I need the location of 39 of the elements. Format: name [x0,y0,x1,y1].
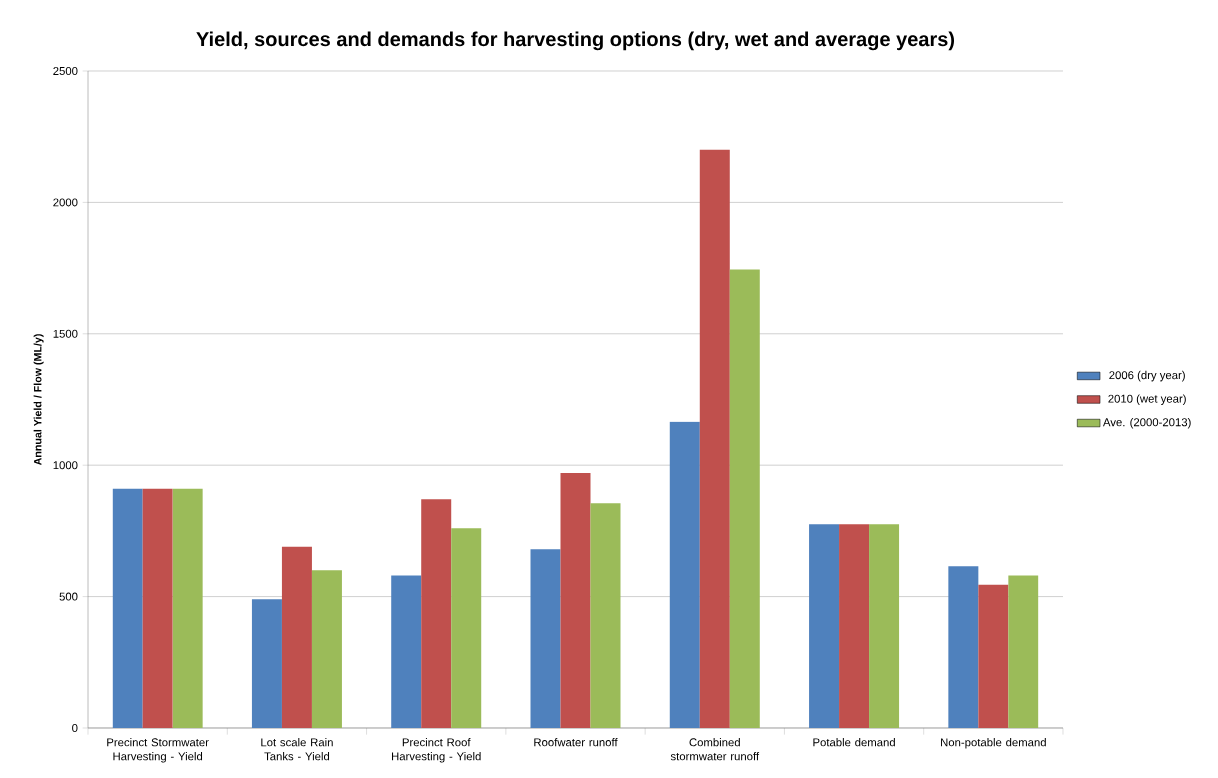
y-tick-label: 2000 [53,198,78,207]
bar [669,421,700,728]
legend-label: Ave. (2000-2013) [1102,417,1191,429]
bar [451,528,482,728]
bar [839,524,870,728]
bar [530,549,561,728]
bar [421,499,452,728]
bar [590,503,621,728]
bar [729,269,760,728]
y-tick-label: 0 [72,723,78,732]
x-tick-label: Combined stormwater runoff [670,738,760,761]
bar [948,566,979,728]
bar [978,584,1009,728]
bar [869,524,900,728]
bar [172,488,203,728]
bar [809,524,840,728]
x-tick-label: Precinct Stormwater Harvesting - Yield [107,738,209,763]
x-tick-label: Potable demand [813,738,895,747]
bar [142,488,173,728]
bar [699,149,730,728]
x-tick-label: Roofwater runoff [534,738,618,747]
bar [311,570,342,728]
y-axis-title: Annual Yield / Flow (ML/y) [33,334,44,466]
y-tick-label: 1000 [53,461,78,470]
x-tick-label: Precinct Roof Harvesting - Yield [392,738,481,763]
legend-label: 2006 (dry year) [1109,370,1185,382]
y-tick-label: 1500 [53,329,78,338]
chart-title: Yield, sources and demands for harvesting options (dry, wet and average years) [196,31,955,51]
bar [281,546,312,728]
y-tick-label: 500 [59,592,78,601]
bar [560,473,591,728]
bar [1008,575,1039,728]
bar [391,575,422,728]
legend-label: 2010 (wet year) [1108,394,1186,405]
bar [112,488,143,728]
x-tick-label: Lot scale Rain Tanks - Yield [261,738,333,761]
x-tick-label: Non-potable demand [941,738,1046,749]
bar [251,599,282,728]
y-tick-label: 2500 [53,66,78,75]
